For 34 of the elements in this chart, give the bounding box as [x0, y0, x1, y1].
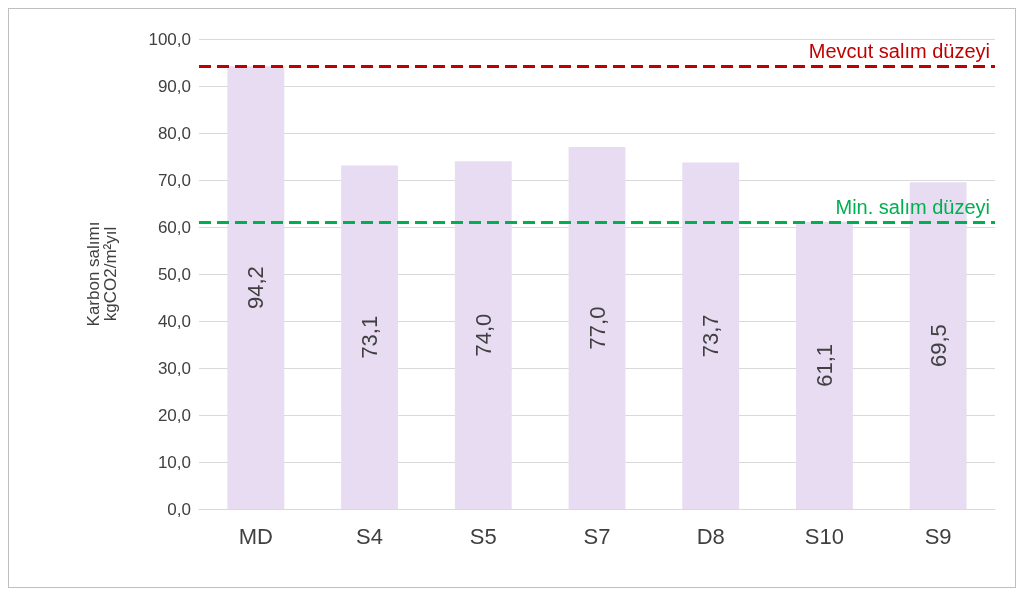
data-label: 69,5 [925, 324, 951, 368]
bar [568, 147, 626, 509]
data-label: 77,0 [584, 306, 610, 350]
data-label: 73,7 [698, 314, 724, 358]
y-tick-label: 10,0 [157, 452, 191, 472]
y-tick-label: 40,0 [157, 311, 191, 331]
data-label: 73,1 [357, 315, 383, 359]
y-tick-label: 0,0 [167, 499, 191, 519]
x-tick-label: S7 [583, 523, 611, 549]
bar [796, 221, 853, 509]
x-tick-label: S4 [356, 523, 384, 549]
y-tick-label: 30,0 [157, 358, 191, 378]
x-tick-label: D8 [696, 523, 725, 549]
x-tick-label: S10 [804, 523, 845, 549]
ref-line-label: Mevcut salım düzeyi [808, 40, 990, 63]
y-tick-label: 60,0 [157, 217, 191, 237]
x-tick-label: S5 [469, 523, 497, 549]
y-tick-label: 70,0 [157, 170, 191, 190]
y-tick-label: 90,0 [157, 76, 191, 96]
y-tick-label: 50,0 [157, 264, 191, 284]
y-axis-title: Karbon salımı kgCO2/m²yıl [84, 221, 120, 327]
y-tick-label: 100,0 [148, 29, 191, 49]
y-tick-label: 80,0 [157, 123, 191, 143]
ref-line-label: Min. salım düzeyi [835, 195, 990, 218]
bar [454, 161, 512, 509]
bar [227, 66, 285, 509]
data-label: 94,2 [243, 266, 269, 310]
data-label: 61,1 [811, 344, 837, 387]
y-tick-label: 20,0 [157, 405, 191, 425]
bar [341, 165, 398, 509]
x-tick-label: S9 [924, 523, 952, 549]
x-tick-label: MD [238, 523, 273, 549]
bar [682, 162, 740, 509]
data-label: 74,0 [470, 313, 496, 357]
